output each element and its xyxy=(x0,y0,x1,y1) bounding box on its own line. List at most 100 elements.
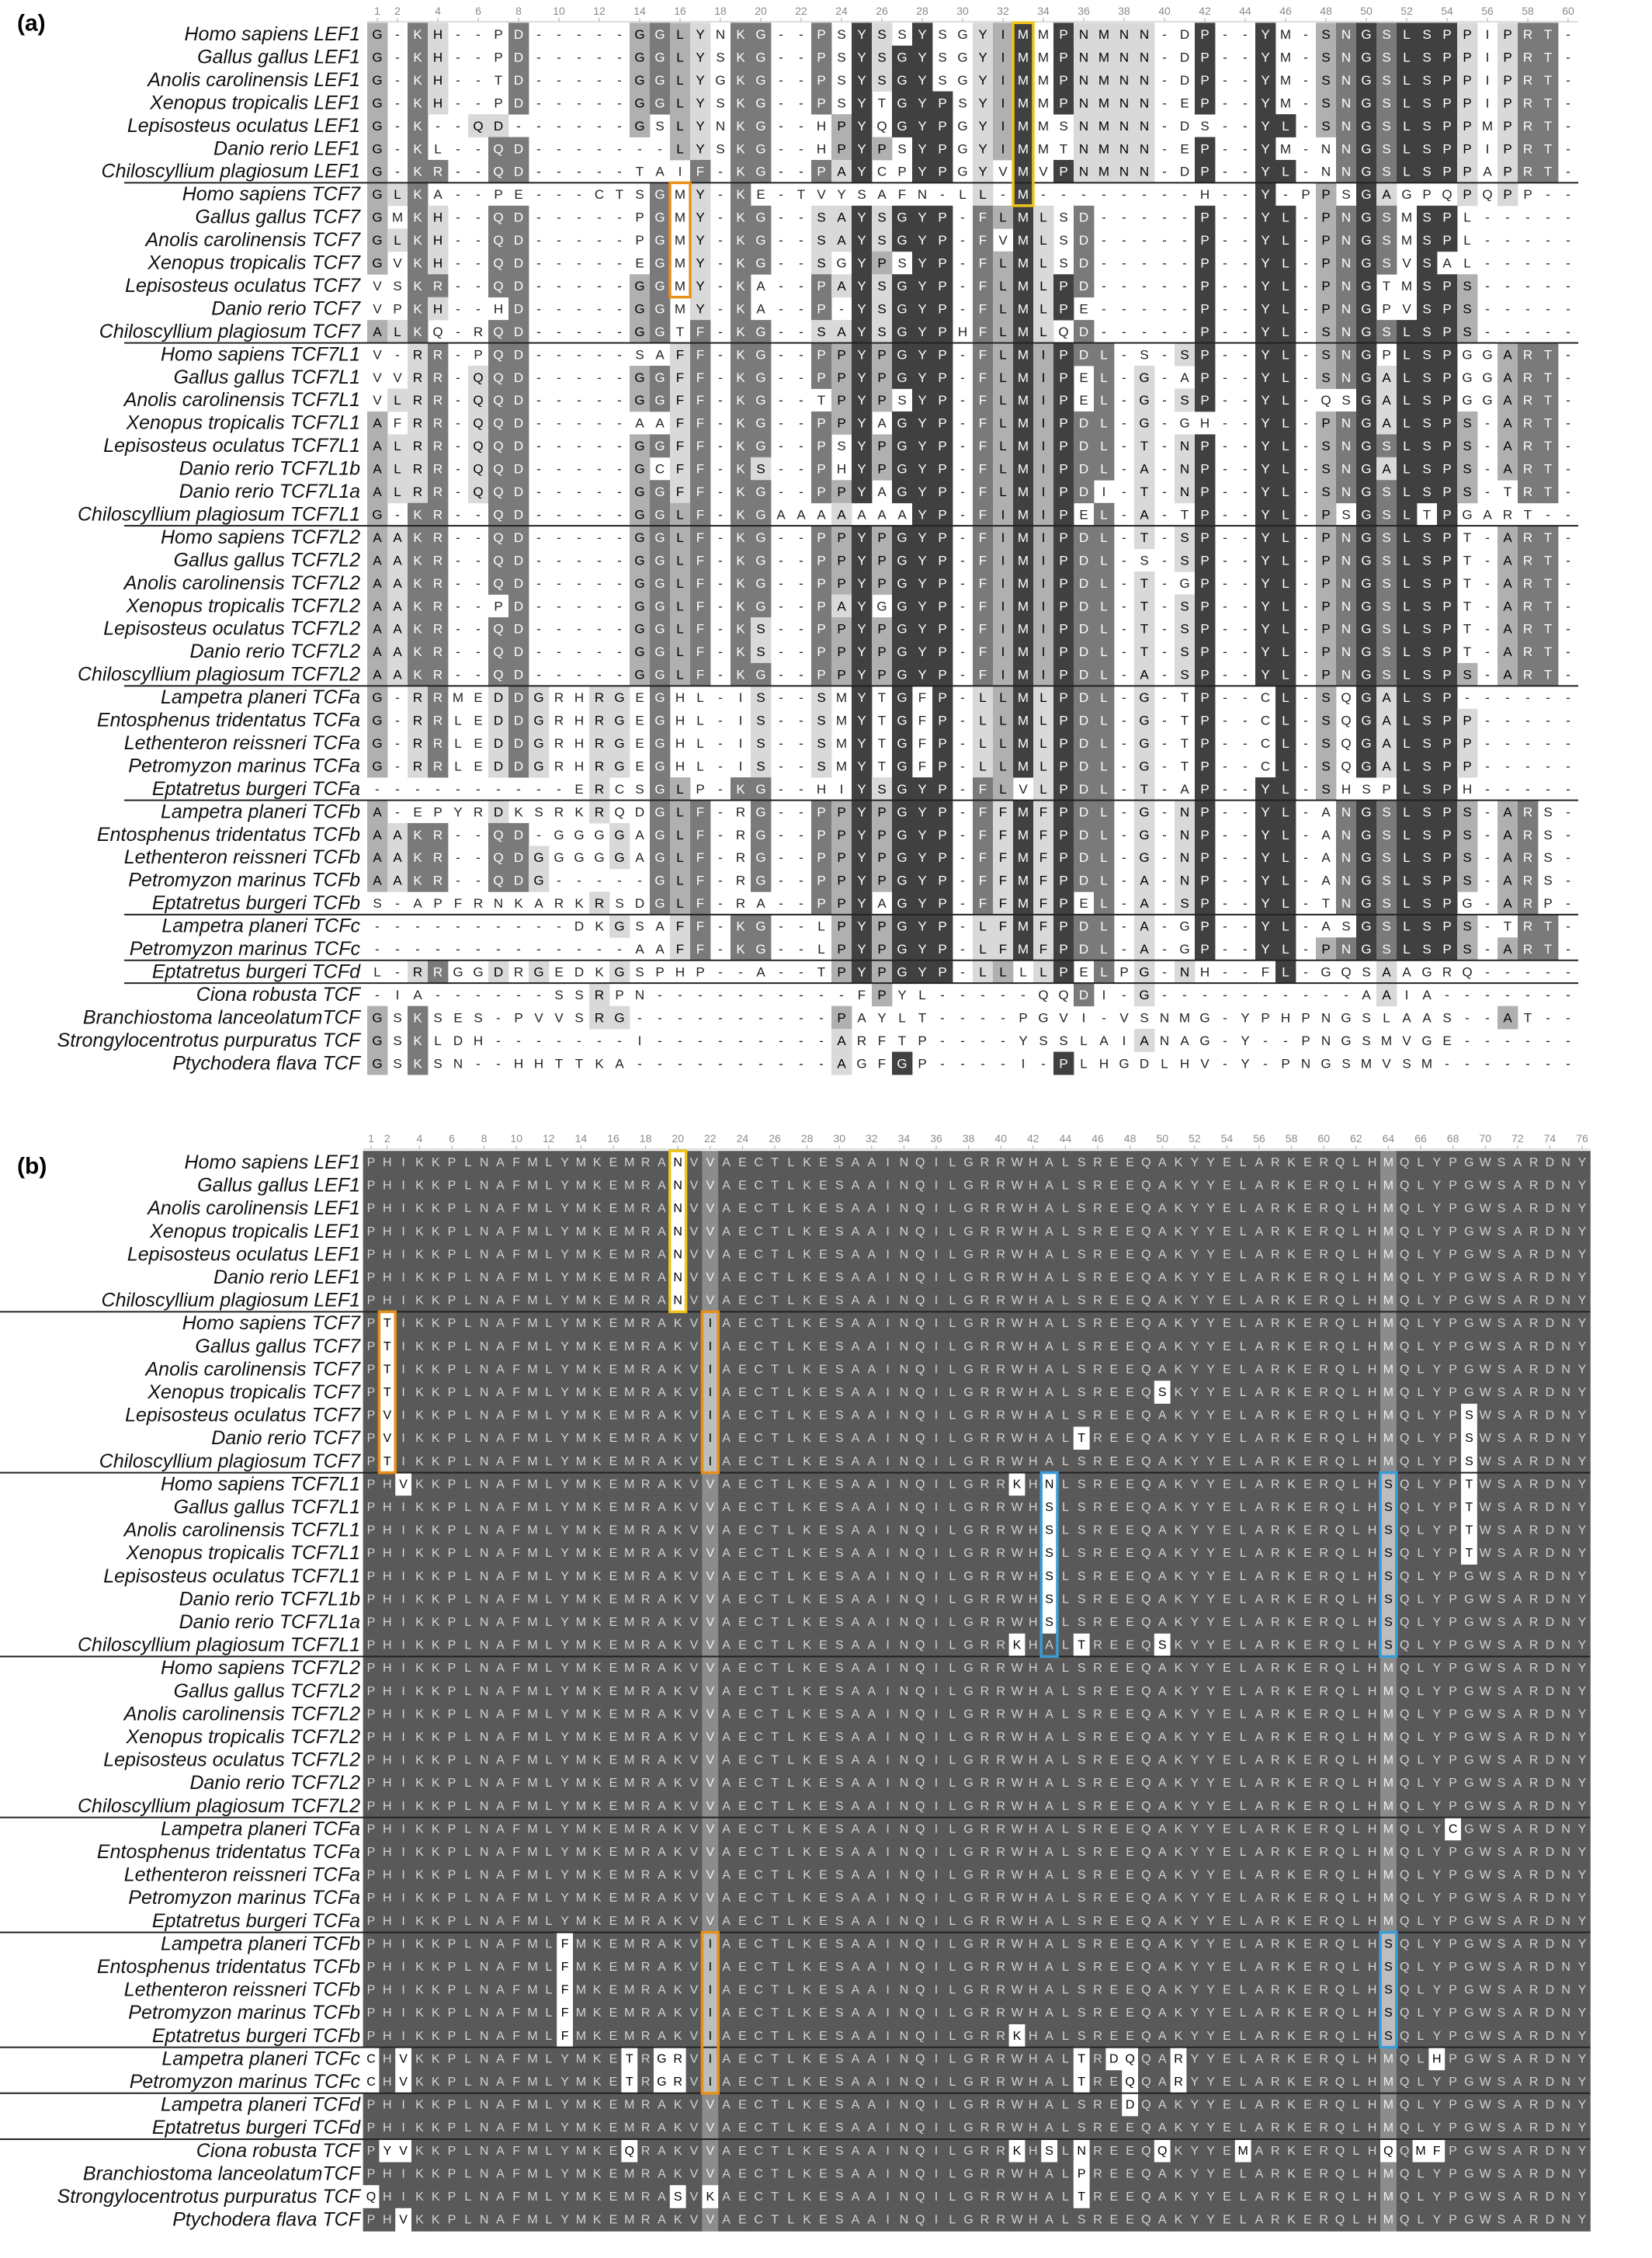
species-name: Gallus gallus LEF1 xyxy=(197,46,360,68)
ruler-number: 30 xyxy=(833,1132,845,1145)
ruler-number: 1 xyxy=(368,1132,374,1145)
ruler-number: 46 xyxy=(1279,5,1292,17)
ruler-number: 46 xyxy=(1092,1132,1104,1145)
species-name: Danio rerio TCF7 xyxy=(211,297,361,319)
ruler-number: 70 xyxy=(1479,1132,1491,1145)
species-name: Danio rerio TCF7L2 xyxy=(189,641,360,662)
ruler-number: 38 xyxy=(1118,5,1130,17)
ruler-number: 62 xyxy=(1350,1132,1362,1145)
ruler-number: 20 xyxy=(672,1132,684,1145)
ruler-number: 4 xyxy=(417,1132,423,1145)
ruler-number: 76 xyxy=(1576,1132,1588,1145)
ruler-number: 12 xyxy=(543,1132,555,1145)
ruler-number: 36 xyxy=(1078,5,1090,17)
species-name: Lampetra planeri TCFc xyxy=(161,915,360,937)
ruler-number: 2 xyxy=(384,1132,390,1145)
ruler-number: 64 xyxy=(1383,1132,1395,1145)
ruler-number: 60 xyxy=(1317,1132,1330,1145)
ruler-number: 54 xyxy=(1221,1132,1234,1145)
species-name: Lepisosteus oculatus TCF7L1 xyxy=(103,435,360,457)
species-name: Strongylocentrotus purpuratus TCF xyxy=(57,1030,362,1051)
species-name: Danio rerio TCF7L1b xyxy=(179,458,361,480)
ruler-number: 10 xyxy=(553,5,565,17)
species-name: Eptatretus burgeri TCFa xyxy=(152,778,360,800)
species-name: Chiloscyllium plagiosum TCF7L1 xyxy=(78,503,360,525)
ruler-number: 6 xyxy=(449,1132,455,1145)
ruler-number: 22 xyxy=(795,5,807,17)
ruler-number: 28 xyxy=(801,1132,814,1145)
ruler-number: 52 xyxy=(1400,5,1413,17)
ruler-number: 10 xyxy=(510,1132,522,1145)
ruler-number: 74 xyxy=(1544,1132,1557,1145)
ruler-number: 2 xyxy=(394,5,401,17)
species-name: Lepisosteus oculatus TCF7L2 xyxy=(103,618,360,640)
ruler-number: 56 xyxy=(1253,1132,1265,1145)
species-name: Entosphenus tridentatus TCFa xyxy=(97,710,360,731)
ruler-number: 12 xyxy=(593,5,606,17)
ruler-number: 24 xyxy=(737,1132,749,1145)
ruler-number: 4 xyxy=(435,5,441,17)
species-name: Chiloscyllium plagiosum TCF7L2 xyxy=(78,664,360,686)
ruler-number: 28 xyxy=(916,5,928,17)
ruler-number: 16 xyxy=(674,5,686,17)
ruler-number: 24 xyxy=(835,5,848,17)
species-name: Danio rerio TCF7L1a xyxy=(179,481,361,502)
ruler-number: 50 xyxy=(1156,1132,1168,1145)
species-name: Gallus gallus TCF7 xyxy=(195,207,361,228)
ruler-number: 44 xyxy=(1239,5,1251,17)
species-name: Ptychodera flava TCF xyxy=(172,1052,361,1074)
ruler-number: 42 xyxy=(1027,1132,1039,1145)
species-name: Homo sapiens LEF1 xyxy=(184,23,360,45)
species-name: Petromyzon marinus TCFc xyxy=(130,938,361,960)
ruler-number: 8 xyxy=(515,5,522,17)
ruler-number: 54 xyxy=(1441,5,1453,17)
ruler-number: 26 xyxy=(876,5,888,17)
species-name: Entosphenus tridentatus TCFb xyxy=(97,824,360,846)
ruler-number: 18 xyxy=(640,1132,652,1145)
panel-label: (b) xyxy=(17,1154,47,1179)
species-name: Branchiostoma lanceolatumTCF xyxy=(83,1006,362,1028)
species-name: Eptatretus burgeri TCFd xyxy=(152,961,361,982)
species-name: Petromyzon marinus TCFb xyxy=(128,870,360,891)
species-name: Lepisosteus oculatus TCF7 xyxy=(125,275,361,297)
ruler-number: 52 xyxy=(1189,1132,1201,1145)
species-name: Anolis carolinensis TCF7L1 xyxy=(123,389,360,411)
ruler-number: 48 xyxy=(1124,1132,1137,1145)
ruler-number: 72 xyxy=(1511,1132,1524,1145)
ruler-number: 36 xyxy=(930,1132,942,1145)
ruler-number: 56 xyxy=(1481,5,1494,17)
ruler-number: 42 xyxy=(1199,5,1211,17)
species-name: Homo sapiens TCF7L1 xyxy=(161,343,360,365)
species-name: Lethenteron reissneri TCFb xyxy=(124,846,360,868)
species-name: Gallus gallus TCF7L2 xyxy=(174,549,360,571)
ruler-number: 40 xyxy=(1158,5,1171,17)
